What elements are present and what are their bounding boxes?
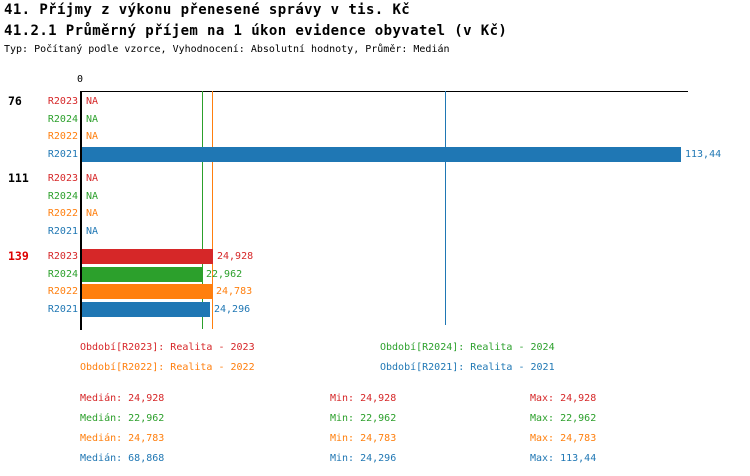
bar-value-label: 24,928 — [217, 251, 254, 262]
series-label-r2021: R2021 — [47, 225, 78, 237]
na-value-label: NA — [86, 225, 99, 237]
series-label-r2022: R2022 — [47, 286, 78, 297]
legend-item-r2022: Období[R2022]: Realita - 2022 — [80, 362, 255, 373]
series-label-r2023: R2023 — [47, 96, 78, 107]
stat-median-r2024: Medián: 22,962 — [80, 413, 165, 424]
series-label-r2024: R2024 — [47, 268, 78, 280]
na-value-label: NA — [86, 173, 99, 184]
median-line-r2021 — [445, 91, 446, 325]
stat-max-r2022: Max: 24,783 — [530, 433, 597, 444]
series-label-r2021: R2021 — [47, 148, 78, 160]
bar-r2021 — [82, 301, 210, 317]
bar-value-label: 24,783 — [216, 286, 253, 297]
series-label-r2022: R2022 — [47, 208, 78, 219]
bar-r2023 — [82, 249, 213, 264]
stat-median-r2022: Medián: 24,783 — [80, 433, 165, 444]
bar-value-label: 24,296 — [214, 303, 251, 315]
stat-min-r2024: Min: 22,962 — [330, 413, 397, 424]
na-value-label: NA — [86, 131, 99, 142]
group-label-76: 76 — [8, 94, 22, 108]
stat-median-r2021: Medián: 68,868 — [80, 453, 165, 464]
bar-r2022 — [82, 284, 212, 299]
group-label-139: 139 — [8, 249, 29, 263]
bar-value-label: 22,962 — [206, 268, 243, 280]
median-line-r2022 — [212, 91, 213, 329]
stat-max-r2023: Max: 24,928 — [530, 393, 597, 404]
x-axis-line — [80, 91, 688, 92]
page-subtitle-indicator: 41.2.1 Průměrný příjem na 1 úkon evidenc… — [4, 23, 508, 39]
stat-min-r2023: Min: 24,928 — [330, 393, 397, 404]
bar-r2024 — [82, 266, 202, 282]
stat-max-r2024: Max: 22,962 — [530, 413, 597, 424]
stat-min-r2021: Min: 24,296 — [330, 453, 397, 464]
na-value-label: NA — [86, 96, 99, 107]
legend-item-r2021: Období[R2021]: Realita - 2021 — [380, 362, 555, 373]
y-axis-line — [80, 91, 82, 330]
bar-r2021 — [82, 146, 681, 162]
page-title: 41. Příjmy z výkonu přenesené správy v t… — [4, 2, 411, 18]
stat-min-r2022: Min: 24,783 — [330, 433, 397, 444]
bar-value-label: 113,44 — [685, 148, 722, 160]
series-label-r2024: R2024 — [47, 113, 78, 125]
stat-median-r2023: Medián: 24,928 — [80, 393, 165, 404]
series-label-r2022: R2022 — [47, 131, 78, 142]
na-value-label: NA — [86, 208, 99, 219]
series-label-r2023: R2023 — [47, 173, 78, 184]
median-line-r2024 — [202, 91, 203, 329]
series-label-r2021: R2021 — [47, 303, 78, 315]
series-label-r2024: R2024 — [47, 190, 78, 202]
group-label-111: 111 — [8, 171, 29, 185]
series-label-r2023: R2023 — [47, 251, 78, 262]
indicator-meta-line: Typ: Počítaný podle vzorce, Vyhodnocení:… — [4, 44, 450, 55]
legend-item-r2024: Období[R2024]: Realita - 2024 — [380, 342, 555, 353]
stat-max-r2021: Max: 113,44 — [530, 453, 597, 464]
na-value-label: NA — [86, 113, 99, 125]
legend-item-r2023: Období[R2023]: Realita - 2023 — [80, 342, 255, 353]
x-axis-zero-tick-label: 0 — [77, 74, 84, 85]
na-value-label: NA — [86, 190, 99, 202]
